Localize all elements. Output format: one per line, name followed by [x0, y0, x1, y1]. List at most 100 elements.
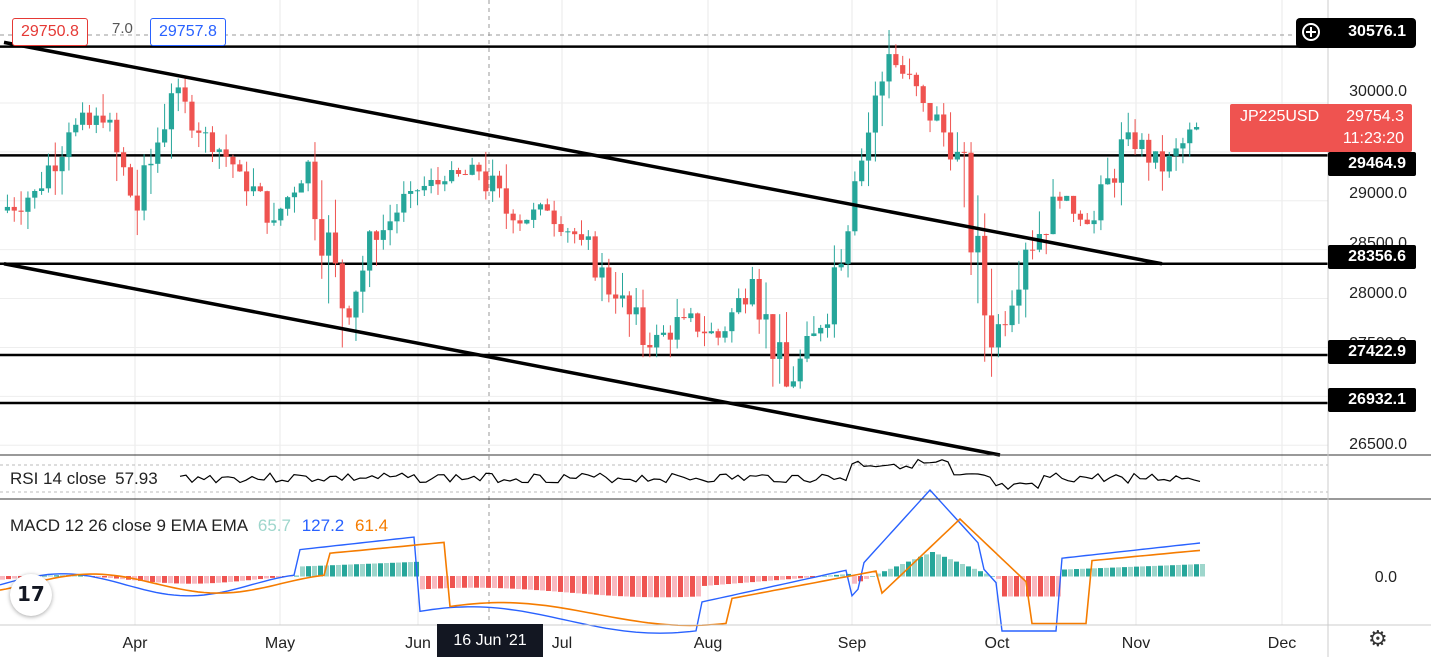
macd-histogram-bar	[750, 576, 755, 583]
candle-body	[510, 213, 516, 221]
candle-body	[954, 151, 960, 160]
macd-histogram-bar	[732, 576, 737, 584]
macd-histogram-bar	[696, 576, 701, 597]
candle-body	[804, 335, 810, 359]
candle-body	[162, 129, 168, 143]
macd-histogram-bar	[252, 576, 257, 580]
macd-histogram-bar	[420, 576, 425, 590]
candle-body	[216, 149, 222, 152]
macd-histogram-bar	[1194, 564, 1199, 577]
bid-price[interactable]: 29750.8	[12, 18, 88, 46]
crosshair-price: 30576.1	[1348, 23, 1406, 40]
ask-price[interactable]: 29757.8	[150, 18, 226, 46]
macd-histogram-bar	[984, 573, 989, 577]
candle-body	[681, 317, 687, 319]
macd-histogram-bar	[840, 574, 845, 577]
macd-histogram-bar	[966, 566, 971, 577]
candle-body	[551, 210, 557, 225]
macd-histogram-bar	[450, 576, 455, 588]
macd-histogram-bar	[972, 568, 977, 577]
candle-body	[818, 327, 824, 334]
candle-body	[838, 263, 844, 268]
macd-histogram-bar	[990, 576, 995, 577]
candle-body	[121, 152, 127, 168]
candle-body	[435, 179, 441, 185]
macd-histogram-bar	[906, 561, 911, 577]
macd-histogram-bar	[168, 576, 173, 584]
rsi-legend[interactable]: RSI 14 close 57.93	[10, 469, 158, 489]
candle-body	[982, 235, 988, 316]
candle-body	[606, 267, 612, 295]
gear-icon[interactable]: ⚙	[1368, 627, 1388, 652]
macd-histogram-bar	[690, 576, 695, 597]
crosshair-price-label[interactable]: 30576.1	[1296, 18, 1416, 48]
candle-body	[1043, 234, 1049, 236]
macd-histogram-bar	[1170, 565, 1175, 577]
macd-histogram-bar	[738, 576, 743, 584]
tradingview-logo-icon[interactable]: 17	[10, 574, 52, 616]
macd-histogram-bar	[216, 576, 221, 583]
candle-body	[100, 115, 106, 123]
candle-body	[237, 164, 243, 172]
candle-body	[934, 114, 940, 121]
macd-histogram-bar	[78, 575, 83, 577]
macd-histogram-bar	[756, 576, 761, 582]
candle-body	[1125, 132, 1131, 140]
macd-histogram-bar	[456, 576, 461, 588]
macd-histogram-bar	[936, 554, 941, 577]
candle-body	[52, 165, 58, 172]
macd-histogram-bar	[42, 575, 47, 577]
macd-histogram-bar	[660, 576, 665, 598]
candle-body	[524, 219, 530, 224]
macd-histogram-bar	[546, 576, 551, 591]
macd-histogram-bar	[432, 576, 437, 589]
plus-circle-icon[interactable]	[1302, 23, 1320, 41]
macd-pane	[0, 488, 1205, 634]
current-price-label: JP225USD 29754.3 11:23:20	[1230, 104, 1412, 152]
macd-histogram-bar	[900, 564, 905, 577]
candle-body	[777, 342, 783, 359]
macd-histogram-bar	[1164, 565, 1169, 577]
macd-histogram-bar	[1122, 567, 1127, 577]
macd-histogram-bar	[210, 576, 215, 584]
candle-body	[264, 191, 270, 223]
candle-body	[886, 54, 892, 82]
macd-histogram-bar	[294, 575, 299, 577]
candle-body	[332, 232, 339, 264]
candle-body	[455, 170, 462, 174]
candle-body	[1091, 220, 1097, 225]
macd-legend[interactable]: MACD 12 26 close 9 EMA EMA 65.7 127.2 61…	[10, 516, 388, 536]
macd-histogram-bar	[612, 576, 617, 596]
horizontal-levels	[0, 45, 1328, 405]
macd-histogram-bar	[324, 565, 329, 577]
candle-body	[32, 191, 38, 198]
candle-body	[599, 267, 605, 278]
macd-histogram-bar	[204, 576, 209, 584]
bar-countdown: 11:23:20	[1342, 130, 1404, 147]
candle-body	[353, 291, 359, 318]
crosshair-date-label: 16 Jun '21	[437, 624, 543, 657]
candle-body	[900, 65, 906, 74]
macd-histogram-bar	[1002, 576, 1007, 597]
candle-body	[148, 163, 154, 166]
time-axis-tick: May	[265, 635, 295, 652]
macd-histogram-bar	[192, 576, 197, 584]
candle-body	[319, 219, 325, 256]
macd-histogram-bar	[1158, 565, 1163, 577]
macd-histogram-bar	[384, 563, 389, 577]
candle-body	[339, 263, 345, 309]
macd-histogram-bar	[1188, 564, 1193, 577]
macd-histogram-bar	[1074, 569, 1079, 577]
macd-histogram-bar	[1140, 566, 1145, 577]
macd-histogram-bar	[60, 575, 65, 577]
macd-histogram-bar	[648, 576, 653, 598]
macd-histogram-bar	[408, 562, 413, 577]
macd-histogram-bar	[354, 564, 359, 577]
candle-body	[428, 179, 434, 186]
time-axis-tick: Jun	[405, 635, 431, 652]
candle-body	[1173, 148, 1179, 156]
level-label: 28356.6	[1328, 245, 1416, 269]
candle-body	[578, 234, 585, 240]
